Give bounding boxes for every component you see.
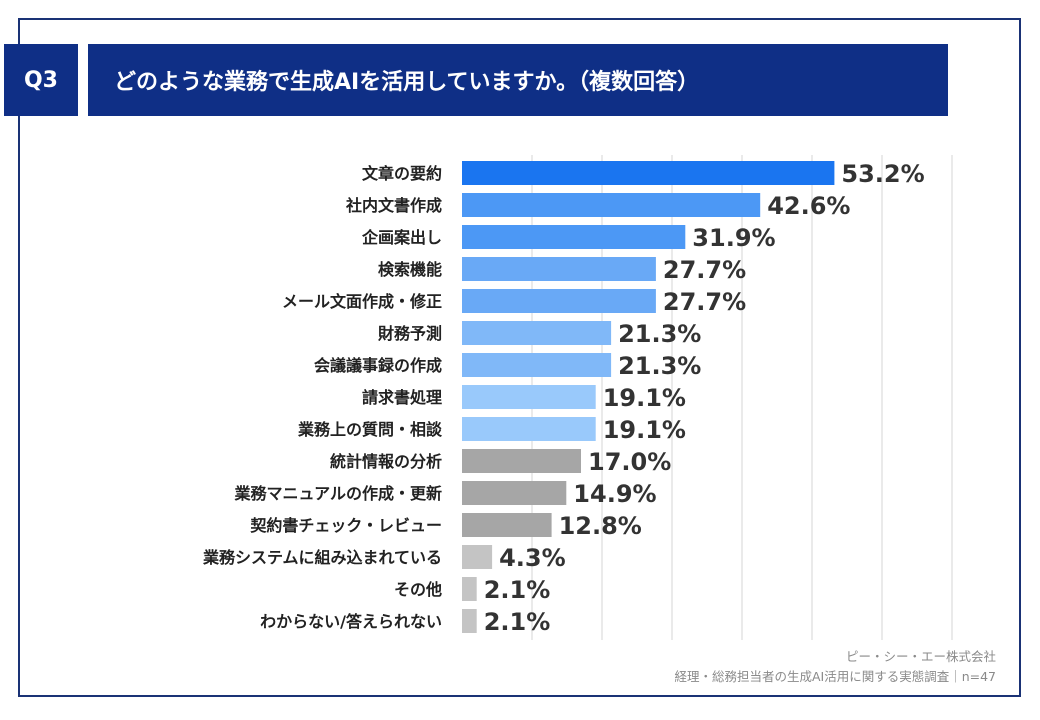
category-label: 会議議事録の作成 bbox=[314, 356, 442, 375]
category-label: 検索機能 bbox=[378, 260, 442, 279]
question-badge: Q3 bbox=[4, 44, 78, 116]
value-label: 53.2% bbox=[841, 160, 924, 188]
value-label: 2.1% bbox=[484, 576, 551, 604]
bar bbox=[462, 385, 596, 409]
value-label: 42.6% bbox=[767, 192, 850, 220]
category-label: 財務予測 bbox=[378, 324, 442, 343]
bar bbox=[462, 609, 477, 633]
bar bbox=[462, 257, 656, 281]
value-label: 21.3% bbox=[618, 320, 701, 348]
bar bbox=[462, 545, 493, 569]
bar bbox=[462, 481, 567, 505]
value-label: 14.9% bbox=[573, 480, 656, 508]
value-label: 27.7% bbox=[663, 288, 746, 316]
value-label: 12.8% bbox=[559, 512, 642, 540]
bar bbox=[462, 161, 835, 185]
survey-credit: 経理・総務担当者の生成AI活用に関する実態調査｜n=47 bbox=[674, 669, 996, 684]
category-label: 社内文書作成 bbox=[345, 196, 442, 215]
bar bbox=[462, 225, 686, 249]
value-label: 17.0% bbox=[588, 448, 671, 476]
bar bbox=[462, 193, 761, 217]
category-label: メール文面作成・修正 bbox=[282, 292, 442, 311]
bar bbox=[462, 353, 612, 377]
category-label: わからない/答えられない bbox=[260, 612, 442, 631]
category-label: 企画案出し bbox=[361, 228, 442, 247]
value-label: 2.1% bbox=[484, 608, 551, 636]
category-label: 業務システムに組み込まれている bbox=[202, 548, 442, 567]
category-label: 統計情報の分析 bbox=[330, 452, 442, 471]
category-label: 業務上の質問・相談 bbox=[297, 420, 443, 439]
bar bbox=[462, 289, 656, 313]
category-label: 文章の要約 bbox=[362, 164, 442, 183]
chart-title: どのような業務で生成AIを活用していますか。（複数回答） bbox=[88, 44, 948, 116]
value-label: 27.7% bbox=[663, 256, 746, 284]
value-label: 4.3% bbox=[499, 544, 566, 572]
value-label: 19.1% bbox=[603, 384, 686, 412]
value-label: 21.3% bbox=[618, 352, 701, 380]
bar bbox=[462, 417, 596, 441]
bar bbox=[462, 449, 581, 473]
category-label: 契約書チェック・レビュー bbox=[249, 516, 442, 535]
bar bbox=[462, 513, 552, 537]
bar bbox=[462, 321, 612, 345]
bar bbox=[462, 577, 477, 601]
value-label: 31.9% bbox=[692, 224, 775, 252]
company-credit: ピー・シー・エー株式会社 bbox=[845, 649, 996, 664]
category-label: 請求書処理 bbox=[362, 388, 442, 407]
category-label: その他 bbox=[394, 580, 442, 599]
value-label: 19.1% bbox=[603, 416, 686, 444]
category-label: 業務マニュアルの作成・更新 bbox=[233, 484, 442, 503]
